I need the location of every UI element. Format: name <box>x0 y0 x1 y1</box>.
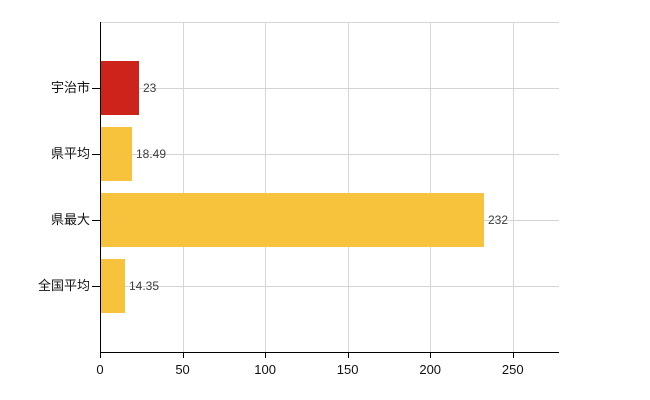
bar <box>101 193 484 247</box>
y-axis-tick <box>92 154 100 155</box>
bar-value-label: 14.35 <box>129 279 160 293</box>
y-axis-tick <box>92 286 100 287</box>
y-axis-line <box>100 22 101 352</box>
x-gridline <box>265 22 267 352</box>
y-axis-tick <box>92 88 100 89</box>
bar <box>101 259 125 313</box>
x-axis-line <box>100 352 559 353</box>
x-gridline <box>430 22 432 352</box>
bar-value-label: 232 <box>488 213 509 227</box>
x-axis-tick <box>100 352 101 358</box>
x-gridline <box>347 22 349 352</box>
bar-value-label: 23 <box>143 81 157 95</box>
x-axis-tick <box>430 352 432 358</box>
plot-top-border <box>100 22 559 23</box>
x-tick-label: 0 <box>96 362 104 377</box>
category-label: 県平均 <box>50 146 90 161</box>
bar-value-label: 18.49 <box>136 147 167 161</box>
x-gridline <box>512 22 514 352</box>
y-axis-tick <box>92 220 100 221</box>
x-gridline <box>182 22 184 352</box>
category-label: 宇治市 <box>50 80 90 95</box>
x-tick-label: 150 <box>336 362 359 377</box>
category-label: 全国平均 <box>37 278 90 293</box>
x-tick-label: 250 <box>501 362 524 377</box>
x-tick-label: 200 <box>419 362 442 377</box>
x-tick-label: 100 <box>254 362 276 377</box>
y-gridline <box>100 286 559 287</box>
y-gridline <box>100 88 559 89</box>
y-gridline <box>100 154 559 155</box>
category-label: 県最大 <box>50 212 90 227</box>
bar <box>101 127 132 181</box>
x-axis-tick <box>512 352 514 358</box>
x-tick-label: 50 <box>175 362 190 377</box>
x-axis-tick <box>182 352 184 358</box>
bar <box>101 61 139 115</box>
x-axis-tick <box>265 352 267 358</box>
x-axis-tick <box>347 352 349 358</box>
